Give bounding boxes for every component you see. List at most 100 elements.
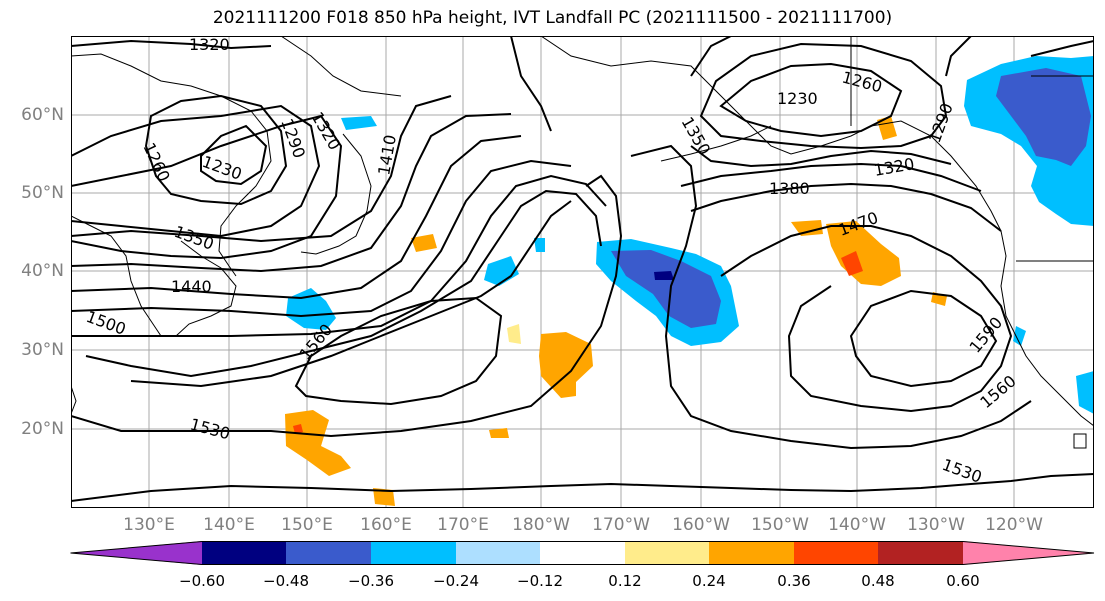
colorbar-swatch [456,541,540,565]
contour-1530-west-upper [130,200,572,388]
coast-kamchatka-kurils [300,133,372,255]
lon-label-140w: 140°W [828,515,886,535]
contour-1230-east [719,62,903,138]
contour-1260-east [699,42,948,150]
ivt-area-gulf-of-alaska [826,221,901,286]
map-title: 2021111200 F018 850 hPa height, IVT Land… [212,8,893,28]
contour-1560-west-high [294,296,503,406]
lon-label-130e: 130°E [123,515,175,535]
ivt-area-small-6 [507,324,521,344]
colorbar-swatch [709,541,794,565]
colorbar-tick-label: 0.60 [946,572,980,590]
contour-1290-west [71,104,321,238]
ivt-area-alaska-core [996,68,1091,166]
contour-label: 1320 [189,36,230,54]
ivt-area-small-2 [534,238,545,252]
ivt-area-small-5 [373,488,395,506]
lon-label-180w: 180°W [512,515,570,535]
lon-label-160e: 160°E [360,515,412,535]
colorbar-swatch [286,541,371,565]
contour-1410-east [690,182,1002,232]
contour-1350-east [690,145,952,168]
ivt-area-gulf-of-alaska-core [841,251,863,276]
lat-label-40n: 40°N [21,261,64,281]
ivt-area-central-pacific-min [654,271,674,280]
contour-1530-west [71,174,623,438]
contour-1470 [71,174,607,337]
contour-1500-south [71,473,1094,502]
colorbar-swatch [371,541,456,565]
contour-1290-coast [945,36,972,77]
colorbar-swatch [878,541,963,565]
lon-label-170e: 170°E [437,515,489,535]
colorbar-outline [70,541,1095,565]
contour-label: 1380 [769,179,810,198]
contour-1380-west [71,113,512,273]
coast-alaska [540,36,1002,232]
contour-1410-north [510,36,552,132]
coast-korea-china [71,215,162,337]
colorbar-swatch [202,541,286,565]
lon-label-160w: 160°W [672,515,730,535]
lon-label-140e: 140°E [203,515,255,535]
coast-siberia-north [280,36,402,97]
ivt-negative-shading [286,56,1094,414]
colorbar-swatch [625,541,709,565]
lon-label-170w: 170°W [592,515,650,535]
colorbar-tick-label: −0.48 [263,572,309,590]
contour-1500 [85,189,602,378]
contour-1530-east [630,144,1032,450]
contour-1320-north [71,39,272,50]
coast-taiwan [71,385,77,415]
lon-label-130w: 130°W [907,515,965,535]
colorbar [70,541,1095,565]
contour-1320-west [71,114,343,260]
colorbar-swatch [794,541,878,565]
colorbar-tick-label: 0.12 [608,572,642,590]
coast-north-america-west [1000,230,1094,427]
colorbar-tick-label: 0.36 [777,572,811,590]
colorbar-tick-label: 0.24 [692,572,726,590]
height-contours [71,36,1094,502]
contour-ne [1030,40,1094,57]
map-plot: 1320 1290 1320 1260 1230 1410 1350 1440 … [71,36,1094,508]
contour-1410 [71,135,522,300]
ivt-area-nw-pacific-small [411,234,437,252]
ivt-positive-shading [285,116,947,506]
colorbar-tick-label: −0.12 [517,572,563,590]
lat-label-30n: 30°N [21,340,64,360]
contour-1260-west [144,94,288,206]
contour-1440 [71,159,572,318]
map-panel: 1320 1290 1320 1260 1230 1410 1350 1440 … [71,36,1094,508]
colorbar-swatch-under [70,541,202,565]
ivt-area-subtropical-east [539,332,593,398]
colorbar-tick-label: 0.48 [861,572,895,590]
contour-1230-west [200,124,268,186]
contour-label: 1440 [171,277,212,296]
colorbar-swatch-over [963,541,1094,565]
colorbar-swatch [540,541,625,565]
ivt-area-ne-pacific-small [791,220,823,236]
contour-1290-east [690,36,732,77]
lon-label-150e: 150°E [281,515,333,535]
coastlines [71,36,1094,449]
contour-1590 [849,289,998,388]
lat-label-20n: 20°N [21,419,64,439]
contour-1380-east [680,162,982,192]
map-frame [71,36,1094,508]
colorbar-tick-label: −0.60 [179,572,225,590]
contour-1350-west [71,95,452,243]
ivt-area-kamchatka [341,116,377,130]
ivt-area-small-4 [489,428,509,438]
contour-1560-east [720,225,1013,413]
ivt-area-small-1 [484,256,519,286]
coast-mexico-island [1073,433,1087,449]
ivt-area-baja [1076,371,1094,414]
ivt-area-small-3 [1013,326,1026,346]
lat-label-50n: 50°N [21,183,64,203]
colorbar-tick-label: −0.36 [348,572,394,590]
contour-label: 1230 [777,89,818,108]
ivt-area-central-pacific-core [611,250,721,328]
ivt-area-subtropical-west-core [293,424,303,434]
lon-label-120w: 120°W [985,515,1043,535]
